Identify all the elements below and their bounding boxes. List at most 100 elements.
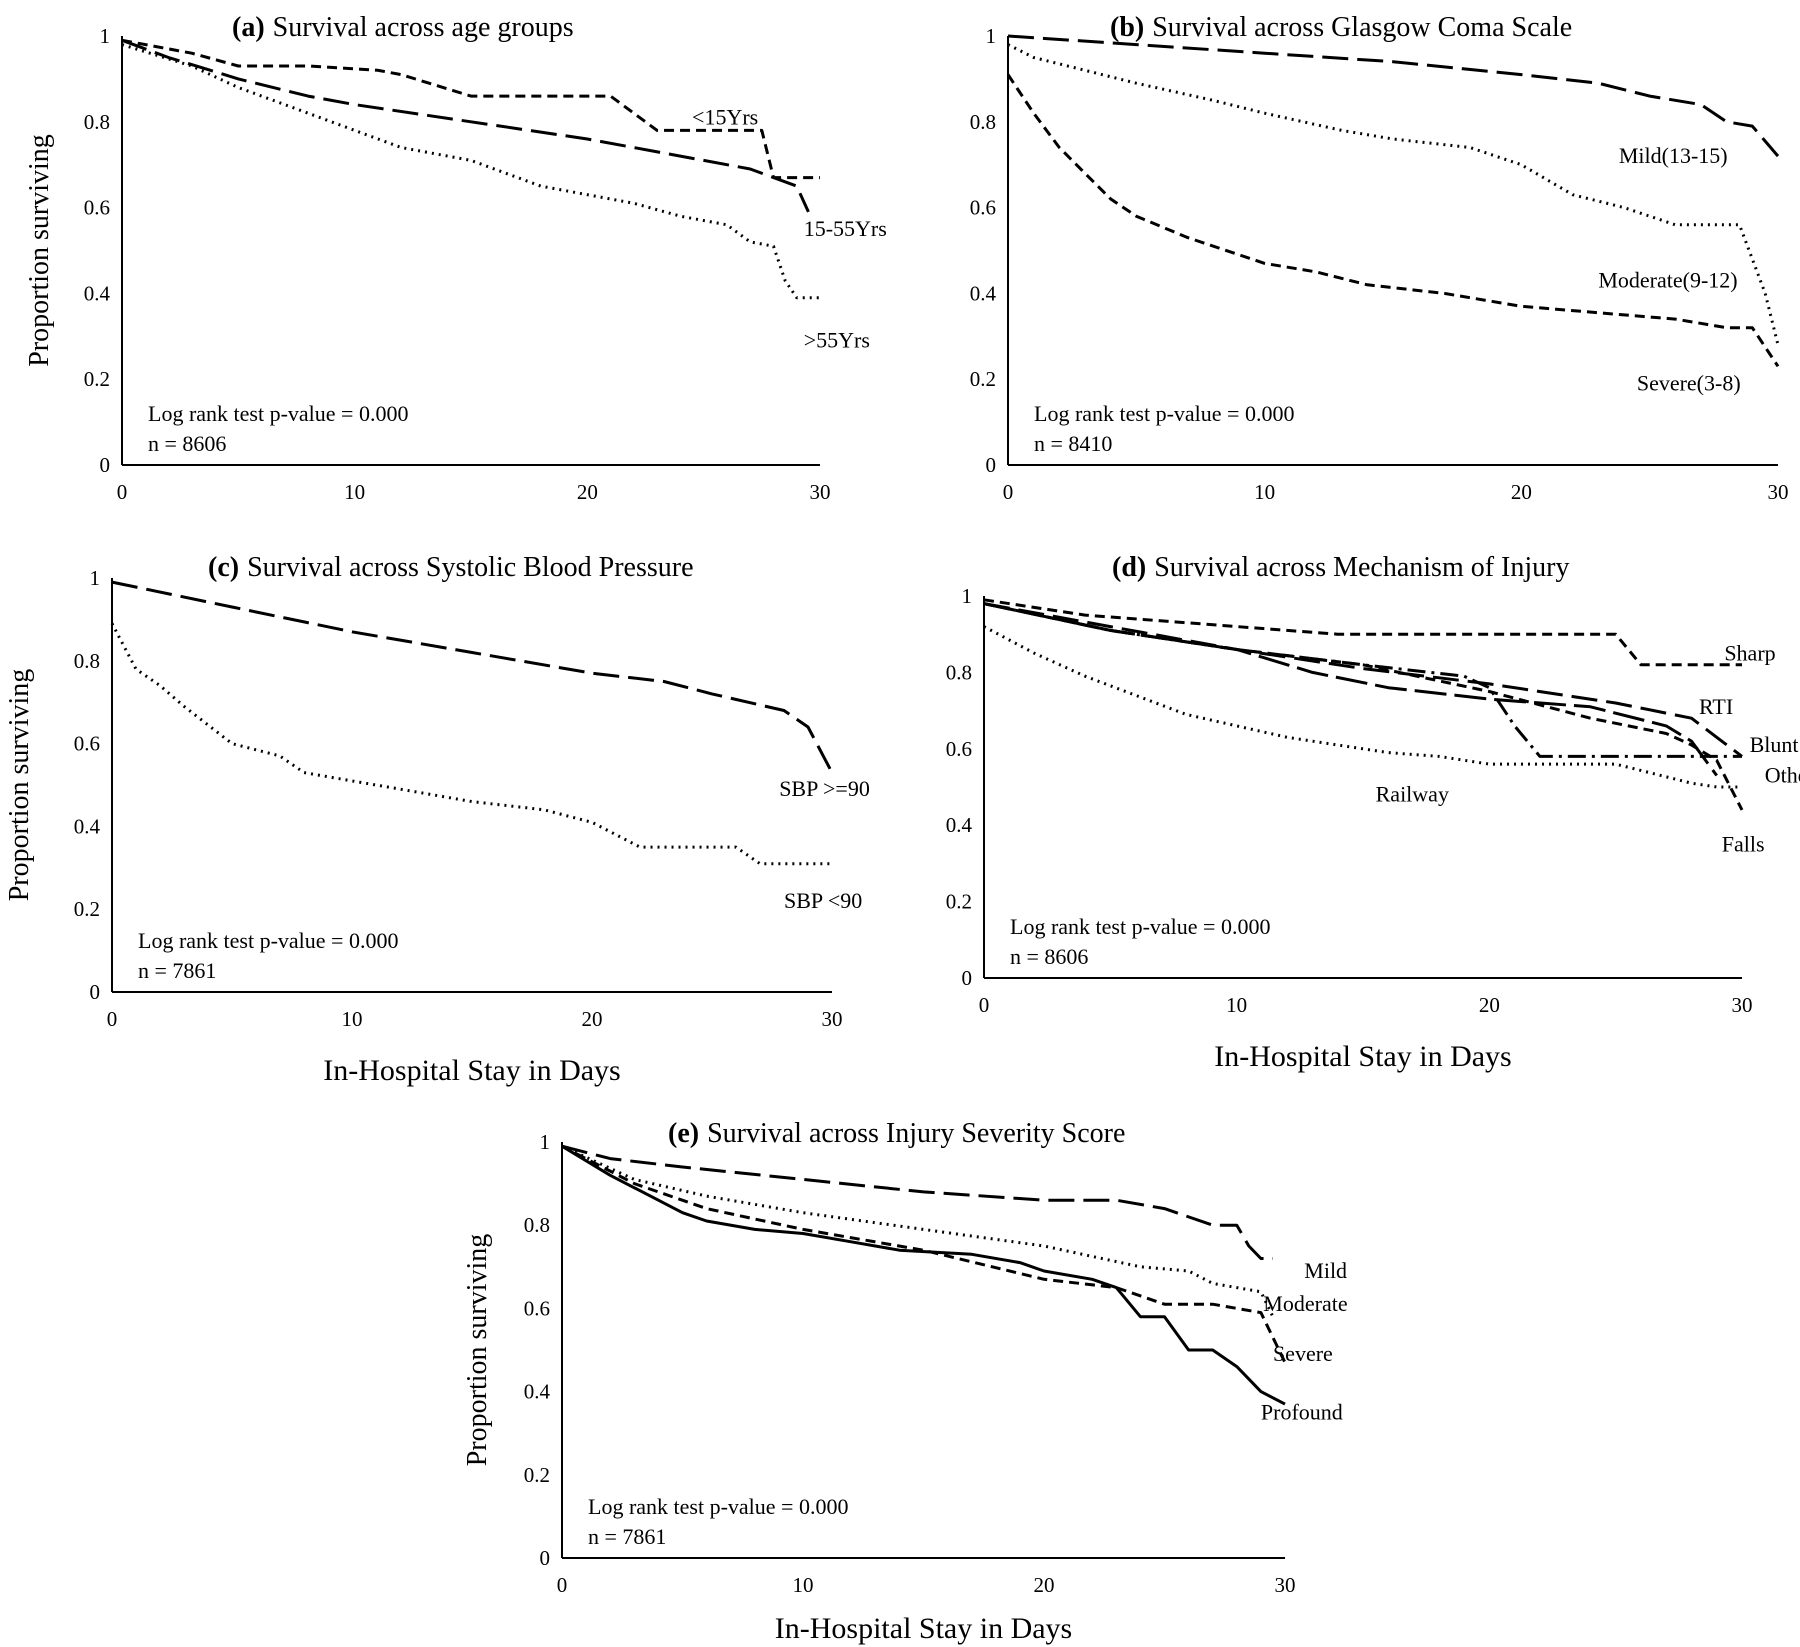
series-label: Moderate: [1263, 1291, 1347, 1316]
series-label: Blunt: [1750, 732, 1799, 757]
log-rank-note: Log rank test p-value = 0.000: [1034, 401, 1294, 426]
survival-curve-sharp: [983, 598, 1742, 667]
series-label: Severe: [1273, 1341, 1333, 1366]
panel-letter: (d): [1112, 552, 1146, 583]
series-label: RTI: [1699, 694, 1733, 719]
y-tick-label: 0.8: [74, 649, 100, 673]
panel-letter: (c): [208, 552, 239, 583]
series-label: SBP <90: [784, 888, 862, 913]
series-label: <15Yrs: [692, 105, 758, 130]
x-tick-label: 20: [1511, 480, 1532, 504]
x-axis-label: In-Hospital Stay in Days: [775, 1612, 1072, 1645]
x-tick-label: 10: [342, 1007, 363, 1031]
panel-title: (d) Survival across Mechanism of Injury: [1112, 552, 1569, 583]
y-tick-label: 0: [90, 980, 101, 1004]
y-tick-label: 0.6: [84, 196, 110, 220]
survival-curve-sbp-90: [111, 580, 834, 774]
x-axis-label: In-Hospital Stay in Days: [323, 1054, 620, 1087]
survival-curve-severe: [561, 1144, 1287, 1364]
panel-b: (b) Survival across Glasgow Coma Scale 0 0.…: [970, 12, 1789, 504]
survival-curve-mild-13-15-: [1007, 34, 1780, 158]
panel-c: (c) Survival across Systolic Blood Pressu…: [4, 552, 870, 1087]
y-tick-label: 0.4: [970, 281, 997, 305]
x-tick-label: 30: [1768, 480, 1789, 504]
series-label: >55Yrs: [804, 328, 870, 353]
y-tick-label: 0.6: [74, 732, 100, 756]
survival-curve-moderate: [561, 1144, 1275, 1318]
x-tick-label: 10: [1226, 993, 1247, 1017]
survival-curve-mild: [561, 1144, 1273, 1260]
series-label: Falls: [1722, 831, 1765, 856]
sample-size-note: n = 7861: [588, 1524, 666, 1549]
series-label: SBP >=90: [779, 776, 870, 801]
y-tick-label: 0.8: [970, 110, 996, 134]
x-tick-label: 30: [810, 480, 831, 504]
panel-a: (a) Survival across age groups 0 0.2 0.4 0.6 0…: [24, 12, 887, 504]
y-tick-label: 0.6: [970, 196, 996, 220]
series-label: Profound: [1261, 1399, 1343, 1424]
series-label: Other: [1765, 763, 1800, 788]
y-tick-label: 1: [986, 24, 997, 48]
y-tick-label: 0.6: [524, 1296, 550, 1320]
y-tick-label: 0: [540, 1546, 551, 1570]
x-tick-label: 30: [1275, 1573, 1296, 1597]
y-tick-label: 0.4: [74, 814, 101, 838]
survival-curve-sbp-90: [110, 622, 832, 866]
x-tick-label: 10: [344, 480, 365, 504]
y-tick-label: 0.4: [84, 281, 111, 305]
series-label: 15-55Yrs: [804, 216, 887, 241]
y-tick-label: 0.4: [524, 1380, 551, 1404]
y-axis-label: Proportion surviving: [4, 669, 35, 902]
panel-title-text: Survival across Injury Severity Score: [707, 1118, 1125, 1149]
panel-title-text: Survival across age groups: [273, 12, 574, 43]
survival-curve-moderate-9-12-: [1007, 43, 1780, 346]
x-tick-label: 20: [1034, 1573, 1055, 1597]
y-tick-label: 0.2: [946, 890, 972, 914]
y-axis-label: Proportion surviving: [24, 134, 55, 367]
panel-e: (e) Survival across Injury Severity Score…: [462, 1118, 1348, 1645]
survival-curve-falls: [983, 602, 1744, 811]
x-tick-label: 30: [822, 1007, 843, 1031]
survival-curve-railway: [983, 625, 1742, 789]
panel-title-text: Survival across Systolic Blood Pressure: [247, 552, 693, 583]
x-tick-label: 0: [107, 1007, 118, 1031]
sample-size-note: n = 8606: [1010, 944, 1088, 969]
y-axis-label: Proportion surviving: [462, 1234, 493, 1467]
sample-size-note: n = 8410: [1034, 431, 1112, 456]
sample-size-note: n = 7861: [138, 958, 216, 983]
panel-title: (e) Survival across Injury Severity Score: [668, 1118, 1125, 1149]
survival-curve--55yrs: [121, 43, 820, 300]
sample-size-note: n = 8606: [148, 431, 226, 456]
series-label: Railway: [1376, 782, 1449, 807]
y-tick-label: 0.6: [946, 737, 972, 761]
y-tick-label: 0.8: [84, 110, 110, 134]
survival-curve-other: [983, 602, 1718, 777]
series-label: Moderate(9-12): [1598, 268, 1737, 293]
panel-letter: (e): [668, 1118, 699, 1149]
y-tick-label: 0.2: [524, 1463, 550, 1487]
y-tick-label: 0.8: [946, 660, 972, 684]
panel-letter: (a): [232, 12, 265, 43]
y-tick-label: 0: [100, 453, 111, 477]
y-tick-label: 0.2: [74, 897, 100, 921]
x-tick-label: 20: [582, 1007, 603, 1031]
y-tick-label: 0.4: [946, 813, 973, 837]
survival-curve-rti: [983, 602, 1743, 758]
log-rank-note: Log rank test p-value = 0.000: [148, 401, 408, 426]
panel-title: (b) Survival across Glasgow Coma Scale: [1110, 12, 1572, 43]
panel-title: (a) Survival across age groups: [232, 12, 574, 43]
survival-curve--15yrs: [121, 38, 820, 180]
log-rank-note: Log rank test p-value = 0.000: [1010, 914, 1270, 939]
survival-curve-15-55yrs: [121, 38, 810, 213]
survival-curve-severe-3-8-: [1006, 73, 1780, 368]
log-rank-note: Log rank test p-value = 0.000: [138, 928, 398, 953]
series-label: Mild(13-15): [1619, 143, 1728, 168]
x-tick-label: 0: [979, 993, 990, 1017]
panel-title: (c) Survival across Systolic Blood Pressu…: [208, 552, 694, 583]
y-tick-label: 1: [962, 584, 973, 608]
panel-title-text: Survival across Mechanism of Injury: [1154, 552, 1569, 583]
x-tick-label: 10: [793, 1573, 814, 1597]
series-label: Severe(3-8): [1637, 370, 1741, 395]
y-tick-label: 1: [100, 24, 111, 48]
